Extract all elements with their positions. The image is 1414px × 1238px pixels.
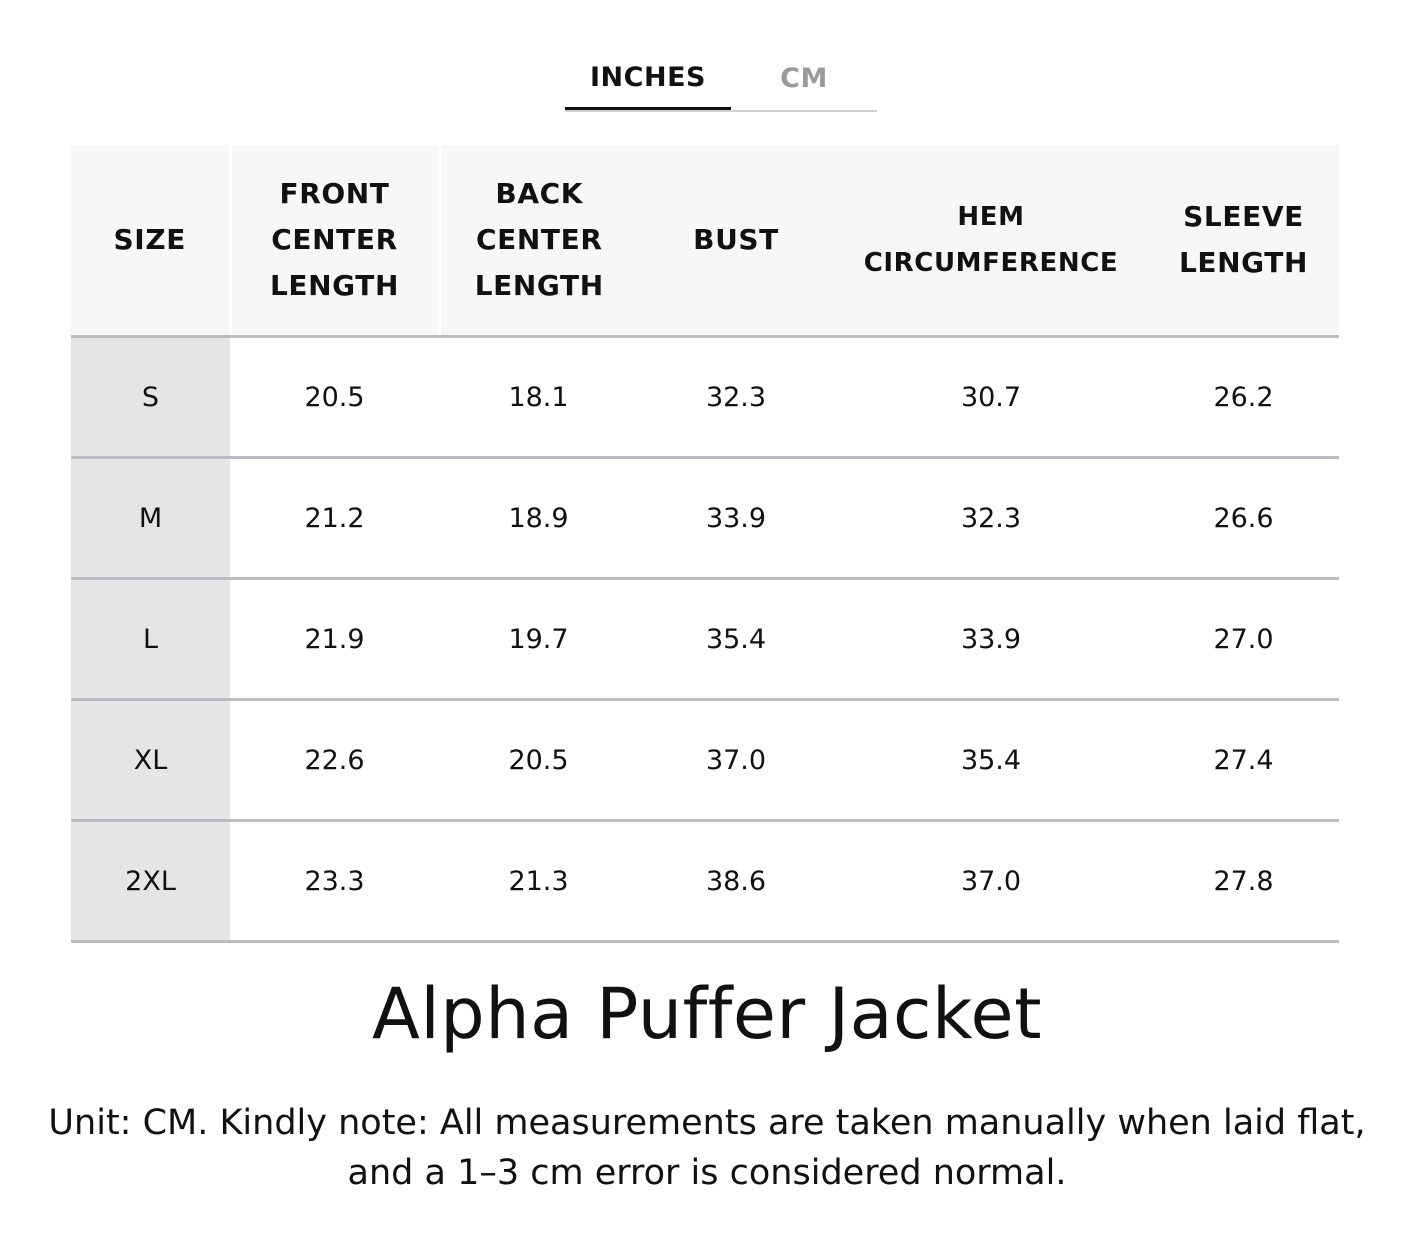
table-cell: 26.6: [1148, 457, 1339, 580]
table-cell: 22.6: [230, 699, 439, 822]
table-cell: 32.3: [638, 336, 834, 459]
header-bust: BUST: [638, 145, 834, 338]
table-cell: 21.9: [230, 578, 439, 701]
header-line: CENTER: [476, 223, 603, 256]
table-cell: 27.0: [1148, 578, 1339, 701]
header-line: LENGTH: [269, 269, 400, 302]
header-line: FRONT: [279, 177, 390, 210]
header-back-center-length: BACK CENTER LENGTH: [437, 145, 638, 338]
header-line: SLEEVE: [1183, 200, 1304, 233]
table-cell: 18.9: [439, 457, 638, 580]
header-line: CIRCUMFERENCE: [863, 248, 1119, 278]
table-cell: 18.1: [439, 336, 638, 459]
header-line: HEM: [957, 202, 1025, 232]
table-cell: 30.7: [834, 336, 1148, 459]
size-cell: S: [71, 336, 230, 459]
size-cell: XL: [71, 699, 230, 822]
table-cell: 37.0: [638, 699, 834, 822]
table-cell: 23.3: [230, 820, 439, 943]
table-cell: 26.2: [1148, 336, 1339, 459]
table-cell: 27.8: [1148, 820, 1339, 943]
size-cell: M: [71, 457, 230, 580]
table-cell: 20.5: [230, 336, 439, 459]
size-cell: 2XL: [71, 820, 230, 943]
table-row: M 21.2 18.9 33.9 32.3 26.6: [71, 457, 1339, 580]
header-hem-circumference: HEM CIRCUMFERENCE: [834, 145, 1148, 338]
table-row: 2XL 23.3 21.3 38.6 37.0 27.8: [71, 820, 1339, 943]
table-row: L 21.9 19.7 35.4 33.9 27.0: [71, 578, 1339, 701]
table-cell: 19.7: [439, 578, 638, 701]
table-cell: 33.9: [638, 457, 834, 580]
header-size-line: SIZE: [113, 223, 186, 256]
tab-cm[interactable]: CM: [780, 62, 828, 94]
table-cell: 21.2: [230, 457, 439, 580]
header-sleeve-length: SLEEVE LENGTH: [1148, 145, 1339, 338]
size-chart-table: SIZE FRONT CENTER LENGTH BACK CENTER LEN…: [71, 145, 1339, 943]
unit-tabs: INCHES CM: [565, 48, 877, 112]
header-front-center-length: FRONT CENTER LENGTH: [228, 145, 439, 338]
header-line: LENGTH: [474, 269, 604, 302]
table-cell: 27.4: [1148, 699, 1339, 822]
table-cell: 20.5: [439, 699, 638, 822]
tab-inches[interactable]: INCHES: [565, 48, 731, 110]
header-line: CENTER: [271, 223, 398, 256]
table-cell: 21.3: [439, 820, 638, 943]
header-line: BACK: [495, 177, 584, 210]
table-cell: 32.3: [834, 457, 1148, 580]
header-size: SIZE: [71, 145, 230, 338]
table-cell: 35.4: [638, 578, 834, 701]
table-header-row: SIZE FRONT CENTER LENGTH BACK CENTER LEN…: [71, 145, 1339, 338]
table-cell: 37.0: [834, 820, 1148, 943]
header-line: BUST: [693, 223, 779, 256]
size-cell: L: [71, 578, 230, 701]
table-cell: 38.6: [638, 820, 834, 943]
table-cell: 35.4: [834, 699, 1148, 822]
table-cell: 33.9: [834, 578, 1148, 701]
table-row: S 20.5 18.1 32.3 30.7 26.2: [71, 336, 1339, 459]
header-line: LENGTH: [1178, 246, 1309, 279]
product-title: Alpha Puffer Jacket: [371, 973, 1043, 1055]
measurement-note: Unit: CM. Kindly note: All measurements …: [48, 1103, 1366, 1193]
table-row: XL 22.6 20.5 37.0 35.4 27.4: [71, 699, 1339, 822]
